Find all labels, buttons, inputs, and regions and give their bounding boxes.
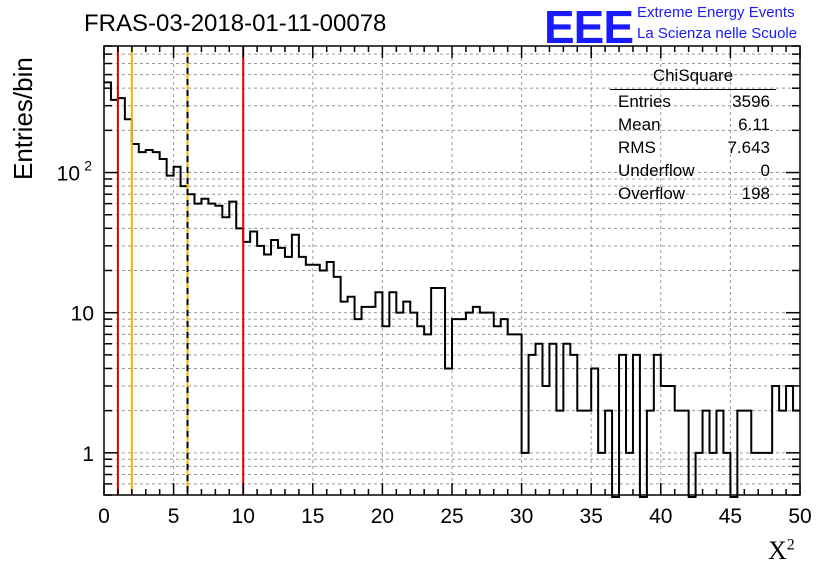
eee-logo-line2: La Scienza nelle Scuole <box>637 25 798 42</box>
x-tick-label: 40 <box>649 505 672 528</box>
stats-row-rms: RMS 7.643 <box>618 138 770 160</box>
stats-row-mean: Mean 6.11 <box>618 115 770 137</box>
y-tick-label-exponent: 2 <box>84 158 92 174</box>
x-axis-label: X2 <box>768 536 795 566</box>
y-tick-label: 10 <box>71 303 94 326</box>
x-tick-label: 25 <box>440 505 463 528</box>
eee-logo: EEE <box>544 1 634 53</box>
x-tick-label: 20 <box>371 505 394 528</box>
stats-row-underflow: Underflow 0 <box>618 161 770 183</box>
y-tick-label: 1 <box>82 443 94 466</box>
chart-title: FRAS-03-2018-01-11-00078 <box>84 10 387 37</box>
stats-key: Mean <box>618 115 661 134</box>
y-tick-label: 10 <box>57 163 80 186</box>
stats-row-overflow: Overflow 198 <box>618 184 770 206</box>
stats-key: RMS <box>618 138 656 157</box>
x-axis-label-superscript: 2 <box>786 536 795 554</box>
histogram-series <box>104 81 800 498</box>
stats-key: Overflow <box>618 184 686 203</box>
stats-value: 3596 <box>732 92 770 111</box>
stats-title: ChiSquare <box>652 66 734 85</box>
stats-value: 0 <box>760 161 770 180</box>
x-tick-label: 45 <box>719 505 742 528</box>
stats-value: 198 <box>741 184 770 203</box>
stats-key: Underflow <box>618 161 695 180</box>
x-tick-label: 15 <box>301 505 324 528</box>
x-tick-label: 10 <box>232 505 255 528</box>
stats-divider <box>610 89 776 90</box>
x-axis-label-text: X <box>768 536 787 565</box>
x-tick-label: 5 <box>168 505 180 528</box>
x-tick-label: 35 <box>580 505 603 528</box>
stats-value: 7.643 <box>727 138 770 157</box>
eee-logo-line1: Extreme Energy Events <box>637 4 795 21</box>
stats-value: 6.11 <box>738 115 770 134</box>
x-tick-label: 50 <box>788 505 811 528</box>
stats-key: Entries <box>618 92 671 111</box>
x-tick-label: 0 <box>98 505 110 528</box>
stats-box: ChiSquare Entries 3596 Mean 6.11 RMS 7.6… <box>610 64 776 211</box>
stats-row-entries: Entries 3596 <box>618 92 770 114</box>
y-axis-label: Entries/bin <box>8 57 38 180</box>
x-tick-label: 30 <box>510 505 533 528</box>
